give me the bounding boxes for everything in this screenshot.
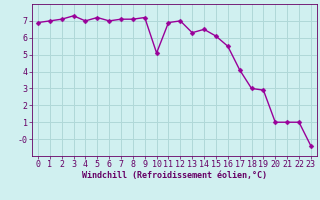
X-axis label: Windchill (Refroidissement éolien,°C): Windchill (Refroidissement éolien,°C): [82, 171, 267, 180]
